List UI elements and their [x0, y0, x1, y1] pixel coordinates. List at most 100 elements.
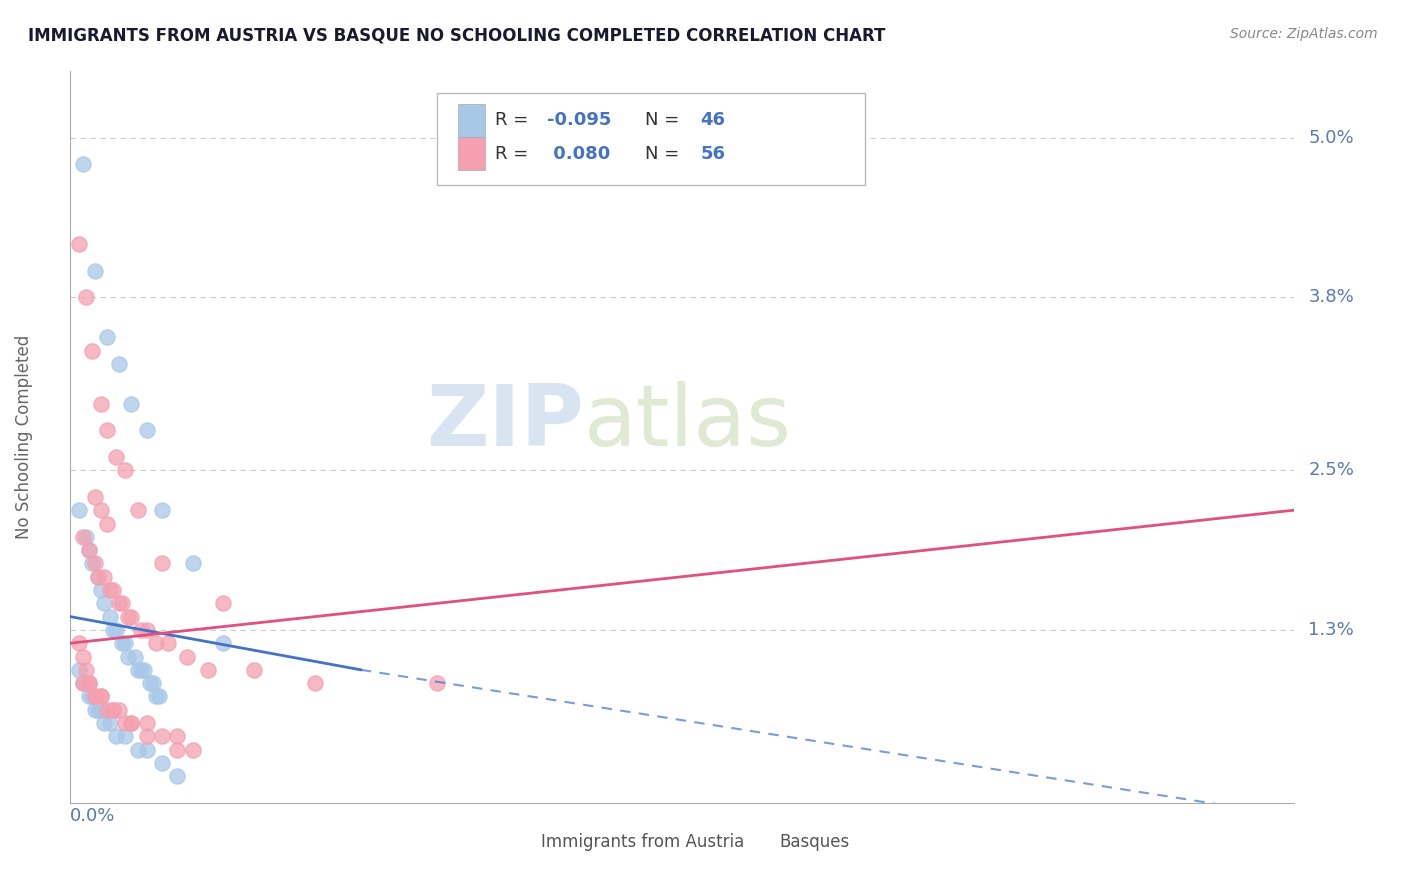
Point [72, 676, 94, 690]
Point [93, 596, 115, 610]
Point [129, 663, 152, 677]
Point [105, 729, 128, 743]
FancyBboxPatch shape [510, 828, 533, 855]
Text: ZIP: ZIP [426, 381, 583, 464]
Text: 46: 46 [700, 112, 725, 129]
Text: 0.080: 0.080 [547, 145, 610, 163]
Point [101, 623, 124, 637]
Point [83, 690, 105, 704]
FancyBboxPatch shape [749, 828, 772, 855]
Text: 5.0%: 5.0% [1308, 128, 1354, 147]
Point [145, 690, 167, 704]
Point [96, 424, 118, 438]
Point [117, 649, 139, 664]
Point [69, 663, 91, 677]
Point [132, 663, 155, 677]
Text: -0.095: -0.095 [547, 112, 612, 129]
Point [93, 570, 115, 584]
Point [83, 703, 105, 717]
Point [148, 690, 170, 704]
Point [77, 690, 100, 704]
Point [98, 716, 121, 731]
Point [166, 742, 188, 756]
Point [83, 264, 105, 278]
Point [69, 636, 91, 650]
Point [90, 703, 112, 717]
Point [101, 582, 124, 597]
Point [96, 703, 118, 717]
Point [93, 716, 115, 731]
Point [75, 530, 97, 544]
Point [150, 557, 173, 571]
Point [87, 703, 110, 717]
Point [98, 582, 121, 597]
Point [181, 742, 204, 756]
Text: Immigrants from Austria: Immigrants from Austria [541, 832, 745, 851]
Point [108, 357, 131, 371]
Point [77, 676, 100, 690]
Point [111, 636, 134, 650]
Text: 2.5%: 2.5% [1308, 461, 1354, 479]
Point [83, 690, 105, 704]
Point [124, 649, 146, 664]
FancyBboxPatch shape [458, 104, 485, 137]
Point [108, 596, 131, 610]
Text: IMMIGRANTS FROM AUSTRIA VS BASQUE NO SCHOOLING COMPLETED CORRELATION CHART: IMMIGRANTS FROM AUSTRIA VS BASQUE NO SCH… [28, 27, 886, 45]
Text: R =: R = [495, 112, 534, 129]
Point [150, 503, 173, 517]
Point [129, 623, 152, 637]
Point [69, 503, 91, 517]
Point [127, 742, 149, 756]
Point [114, 463, 136, 477]
Point [181, 557, 204, 571]
Point [135, 729, 157, 743]
Point [150, 729, 173, 743]
Point [166, 729, 188, 743]
Point [90, 582, 112, 597]
Point [69, 237, 91, 252]
Point [176, 649, 198, 664]
Point [243, 663, 266, 677]
Point [135, 424, 157, 438]
Point [90, 690, 112, 704]
Point [72, 649, 94, 664]
Point [114, 716, 136, 731]
Point [101, 703, 124, 717]
Text: No Schooling Completed: No Schooling Completed [15, 335, 32, 539]
Point [90, 397, 112, 411]
Point [426, 676, 449, 690]
Point [105, 623, 128, 637]
Point [72, 676, 94, 690]
Text: 56: 56 [700, 145, 725, 163]
Point [75, 663, 97, 677]
Point [75, 676, 97, 690]
Point [90, 690, 112, 704]
Point [127, 663, 149, 677]
Point [75, 290, 97, 304]
Point [142, 676, 165, 690]
Point [87, 570, 110, 584]
Point [166, 769, 188, 783]
Point [121, 609, 143, 624]
Point [150, 756, 173, 770]
Point [72, 530, 94, 544]
Point [90, 503, 112, 517]
Text: 1.3%: 1.3% [1308, 621, 1354, 639]
Point [114, 636, 136, 650]
Point [72, 157, 94, 171]
FancyBboxPatch shape [437, 94, 866, 185]
Point [80, 690, 103, 704]
Point [77, 676, 100, 690]
Point [117, 609, 139, 624]
Point [135, 716, 157, 731]
Point [304, 676, 326, 690]
Point [121, 397, 143, 411]
Point [105, 450, 128, 464]
Text: atlas: atlas [583, 381, 792, 464]
Point [87, 570, 110, 584]
Point [77, 543, 100, 558]
Point [139, 676, 162, 690]
Point [157, 636, 180, 650]
Text: N =: N = [645, 145, 685, 163]
Point [121, 716, 143, 731]
